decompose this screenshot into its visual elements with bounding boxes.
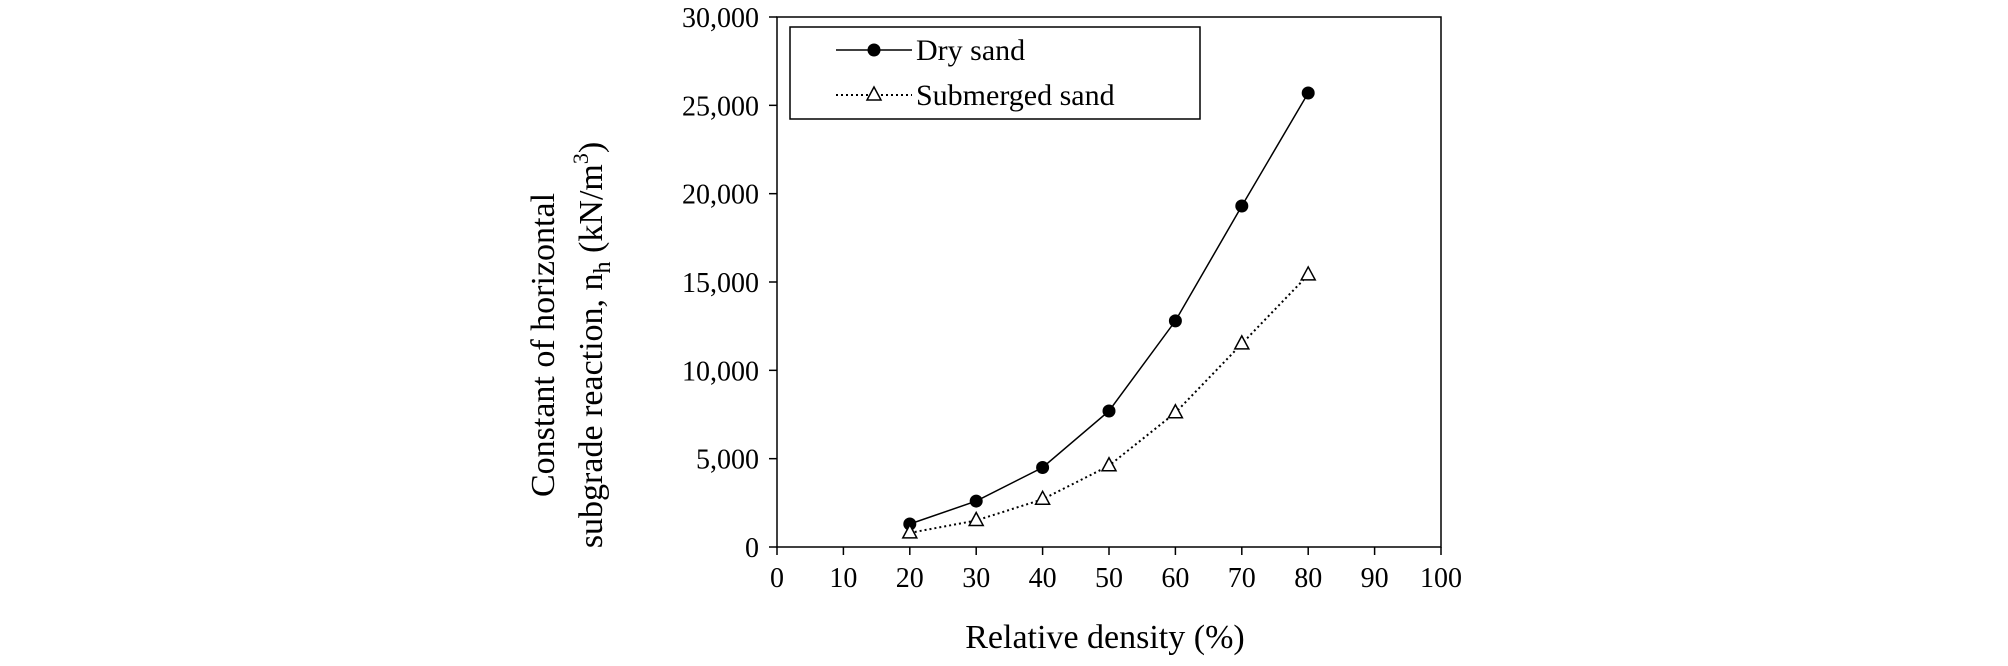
- x-tick-label: 50: [1095, 563, 1123, 594]
- legend-label-dry-sand: Dry sand: [916, 34, 1025, 67]
- data-point-submerged-sand: [1034, 489, 1051, 506]
- data-point-dry-sand: [969, 494, 983, 508]
- data-point-dry-sand: [1235, 199, 1249, 213]
- data-point-submerged-sand: [1100, 456, 1118, 472]
- x-tick-labels: 0 10 20 30 40 50 60 70 80 90 100: [770, 563, 1462, 594]
- data-point-submerged-sand: [1233, 334, 1251, 350]
- data-point-submerged-sand: [1167, 403, 1184, 419]
- x-tick-label: 80: [1294, 563, 1322, 594]
- legend: Dry sand Submerged sand: [789, 26, 1201, 120]
- legend-box: [789, 26, 1201, 120]
- data-point-dry-sand: [1036, 461, 1050, 474]
- y-axis-title-unit: (kN/m: [573, 164, 610, 261]
- y-axis-title-line2: subgrade reaction, nh (kN/m3): [568, 142, 616, 548]
- y-axis-title-prefix: subgrade reaction, n: [573, 273, 610, 548]
- y-tick-label: 30,000: [682, 3, 759, 34]
- x-tick-label: 70: [1228, 563, 1256, 594]
- data-point-submerged-sand: [967, 510, 985, 527]
- data-point-dry-sand: [1168, 314, 1182, 328]
- y-tick-label: 10,000: [682, 356, 759, 387]
- tick-marks: [769, 16, 1442, 555]
- y-axis-title-subscript: h: [590, 261, 616, 273]
- y-axis-title-superscript: 3: [568, 153, 593, 164]
- x-tick-label: 30: [962, 563, 990, 594]
- y-tick-label: 15,000: [682, 268, 759, 299]
- y-axis-title-close: ): [573, 142, 610, 153]
- data-point-dry-sand: [1301, 86, 1315, 100]
- series-line-submerged-sand: [909, 274, 1309, 534]
- y-tick-label: 5,000: [696, 445, 759, 476]
- x-tick-label: 100: [1420, 563, 1462, 594]
- x-tick-label: 20: [896, 563, 924, 594]
- x-tick-label: 60: [1161, 563, 1189, 594]
- legend-label-submerged-sand: Submerged sand: [916, 79, 1115, 112]
- y-axis-title-line1: Constant of horizontal: [525, 193, 562, 497]
- x-axis-title: Relative density (%): [965, 619, 1244, 656]
- legend-marker-submerged-sand: [865, 85, 883, 101]
- x-tick-label: 40: [1029, 563, 1057, 594]
- data-point-dry-sand: [1102, 404, 1116, 418]
- y-tick-labels: 0 5,000 10,000 15,000 20,000 25,000 30,000: [682, 3, 759, 564]
- x-tick-label: 0: [770, 563, 784, 594]
- series: [901, 86, 1317, 539]
- y-tick-label: 25,000: [682, 91, 759, 122]
- y-axis-title: Constant of horizontal subgrade reaction…: [525, 142, 616, 548]
- y-tick-label: 0: [745, 533, 759, 564]
- data-point-submerged-sand: [901, 523, 919, 539]
- y-tick-label: 20,000: [682, 180, 759, 211]
- data-point-submerged-sand: [1299, 265, 1317, 281]
- legend-marker-dry-sand: [867, 43, 881, 57]
- x-tick-label: 10: [829, 563, 857, 594]
- x-tick-label: 90: [1361, 563, 1389, 594]
